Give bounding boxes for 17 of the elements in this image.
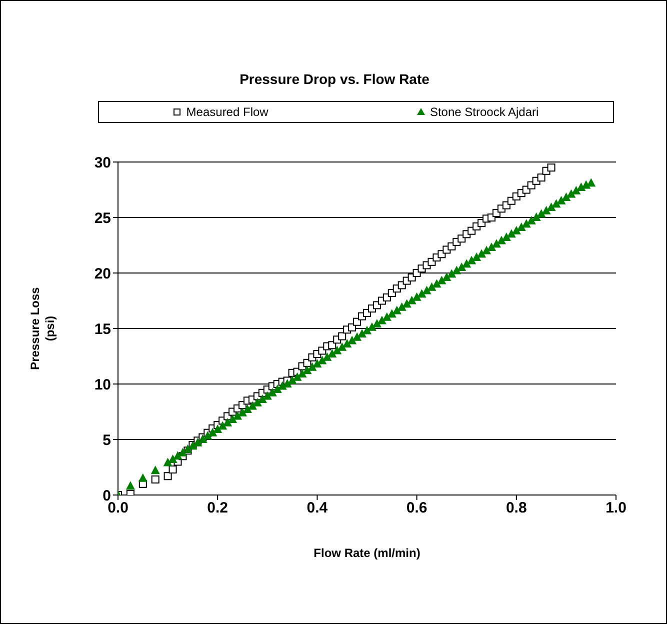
y-axis-title: Pressure Loss (psi) xyxy=(28,286,57,370)
y-tick-label: 20 xyxy=(94,265,111,282)
x-tick-label: 0.4 xyxy=(306,500,328,517)
y-tick-label: 10 xyxy=(94,376,111,394)
y-tick-label: 30 xyxy=(94,154,111,172)
x-tick-label: 0.6 xyxy=(406,500,428,517)
x-tick-label: 0.0 xyxy=(108,500,128,517)
y-tick-label: 5 xyxy=(102,432,111,449)
x-tick-label: 0.8 xyxy=(506,500,527,517)
legend-label: Stone Stroock Ajdari xyxy=(428,105,539,119)
x-tick-label: 1.0 xyxy=(606,500,626,517)
chart-title: Pressure Drop vs. Flow Rate xyxy=(238,71,430,87)
y-tick-label: 15 xyxy=(94,320,111,338)
y-tick-label: 25 xyxy=(94,210,111,227)
x-axis-title: Flow Rate (ml/min) xyxy=(314,546,420,560)
legend-label: Measured Flow xyxy=(185,105,268,119)
x-tick-label: 0.2 xyxy=(207,500,228,517)
